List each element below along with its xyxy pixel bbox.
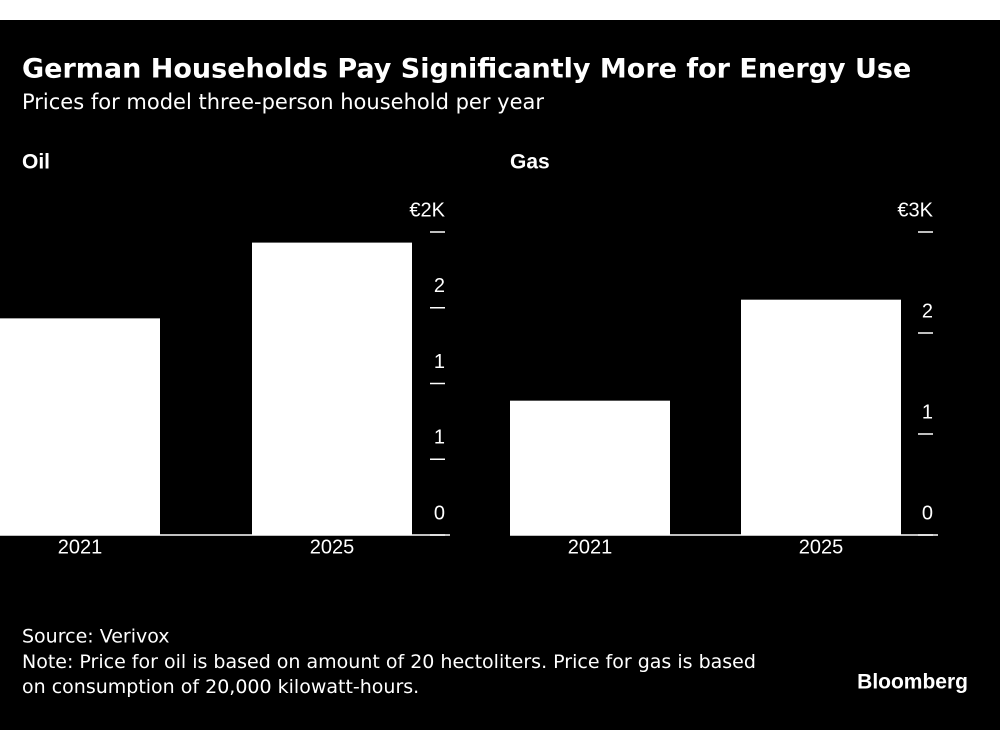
- y-tick-label: 1: [922, 401, 933, 423]
- page-title: German Households Pay Significantly More…: [22, 54, 911, 85]
- brand: Bloomberg: [857, 671, 968, 694]
- x-tick-label: 2025: [310, 536, 355, 558]
- bar: [0, 318, 160, 535]
- y-tick-label: 0: [922, 502, 933, 524]
- bar: [741, 299, 901, 535]
- y-tick-label: 2: [434, 275, 445, 297]
- y-tick-label: €3K: [897, 199, 933, 221]
- chart-title: Gas: [510, 151, 550, 174]
- y-tick-label: 2: [922, 300, 933, 322]
- x-tick-label: 2021: [58, 536, 103, 558]
- y-tick-label: 0: [434, 502, 445, 524]
- y-tick-label: €2K: [409, 199, 445, 221]
- bar: [252, 242, 412, 536]
- bar: [510, 400, 670, 535]
- source: Source: Verivox: [22, 626, 170, 648]
- chart-title: Oil: [22, 151, 50, 174]
- y-tick-label: 1: [434, 351, 445, 373]
- note: Note: Price for oil is based on amount o…: [22, 651, 756, 698]
- note-box: Note: Price for oil is based on amount o…: [22, 651, 756, 698]
- x-tick-label: 2025: [799, 536, 844, 558]
- y-tick-label: 1: [434, 427, 445, 449]
- page-subtitle: Prices for model three-person household …: [22, 90, 544, 114]
- x-tick-label: 2021: [568, 536, 613, 558]
